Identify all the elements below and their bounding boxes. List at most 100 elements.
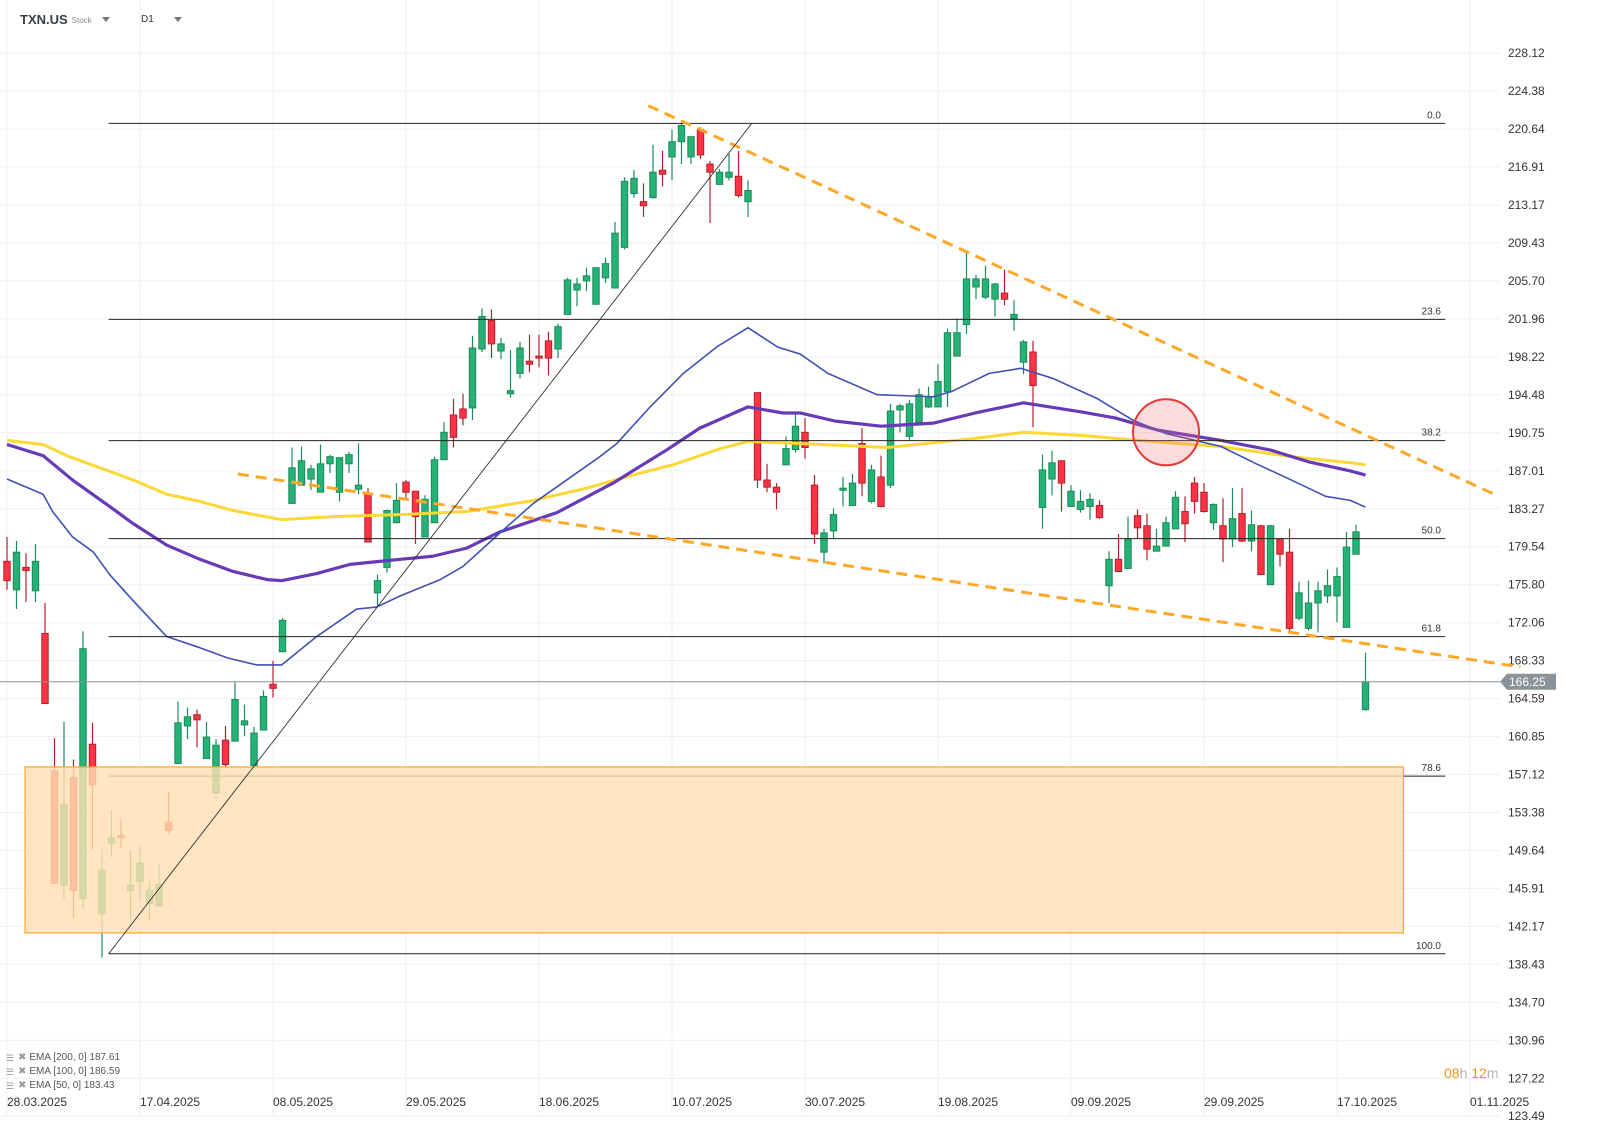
y-tick-label: 142.17 — [1508, 919, 1545, 933]
candle-body — [269, 683, 277, 689]
candle-body — [1285, 551, 1294, 629]
candle-body — [1314, 590, 1322, 604]
dashed-trendline[interactable] — [647, 104, 1498, 497]
candle-body — [639, 201, 648, 207]
candle — [288, 447, 296, 504]
candle — [335, 457, 344, 502]
candle-body — [449, 414, 458, 438]
candle — [1219, 498, 1227, 563]
candle — [867, 464, 876, 504]
y-tick-label: 145.91 — [1508, 881, 1545, 895]
x-tick-label: 08.05.2025 — [273, 1095, 333, 1109]
candle-body — [582, 275, 591, 282]
settings-lines-icon[interactable]: ☰ — [6, 1067, 15, 1077]
legend-label: EMA [200, 0] 187.61 — [29, 1052, 121, 1063]
y-tick-label: 198.22 — [1508, 350, 1545, 364]
candle — [1038, 454, 1047, 529]
symbol-selector[interactable]: TXN.US Stock — [20, 10, 110, 28]
settings-lines-icon[interactable]: ☰ — [6, 1081, 15, 1091]
candle-body — [972, 278, 980, 288]
y-tick-label: 149.64 — [1508, 843, 1545, 857]
candle — [1304, 580, 1313, 631]
candle-body — [354, 484, 363, 490]
countdown-minutes: 12 — [1471, 1065, 1487, 1081]
candle — [1295, 581, 1303, 621]
x-tick-label: 17.10.2025 — [1337, 1095, 1397, 1109]
candle-body — [677, 124, 686, 143]
candle — [1314, 581, 1322, 633]
candle-body — [421, 498, 429, 538]
candle — [1276, 538, 1284, 567]
candle — [943, 328, 952, 407]
candle-body — [1257, 525, 1265, 576]
candle — [392, 483, 401, 524]
remove-icon[interactable]: ✖ — [18, 1080, 27, 1091]
candle-body — [1124, 538, 1132, 569]
candle-body — [231, 699, 239, 742]
candle-body — [1143, 525, 1151, 550]
candle — [687, 136, 695, 165]
candle — [953, 318, 961, 357]
x-axis: 28.03.2025 17.04.2025 08.05.2025 29.05.2025… — [7, 1095, 1529, 1109]
candle-body — [905, 403, 914, 437]
candle — [411, 490, 420, 545]
candle-body — [1361, 681, 1370, 711]
candle — [839, 477, 847, 507]
candle — [791, 412, 800, 453]
candle — [516, 341, 524, 379]
candle-body — [867, 469, 876, 502]
candle-body — [373, 580, 382, 594]
y-tick-label: 123.49 — [1508, 1109, 1545, 1123]
candle-body — [1323, 585, 1332, 597]
candle — [677, 123, 686, 165]
candle — [326, 454, 334, 473]
candle — [810, 474, 819, 545]
y-tick-label: 168.33 — [1508, 654, 1545, 668]
candle — [487, 309, 496, 359]
candle-body — [41, 632, 49, 705]
candle — [981, 265, 990, 300]
candle — [1010, 300, 1018, 331]
remove-icon[interactable]: ✖ — [18, 1052, 27, 1063]
x-tick-label: 10.07.2025 — [672, 1095, 732, 1109]
candle-body — [858, 442, 866, 484]
candle-body — [630, 177, 638, 195]
candle-body — [364, 493, 372, 543]
candle — [183, 707, 192, 740]
candle — [1333, 567, 1341, 623]
candle-body — [1238, 513, 1246, 542]
remove-icon[interactable]: ✖ — [18, 1066, 27, 1077]
candle-body — [820, 532, 828, 553]
candle — [668, 129, 676, 181]
candle-body — [658, 169, 667, 175]
dashed-trendline[interactable] — [237, 472, 1521, 669]
candle — [620, 177, 629, 250]
candle — [1247, 510, 1256, 552]
fibonacci-retracement: 0.0 23.6 38.2 50.0 61.8 78.6 100.0 — [108, 110, 1446, 955]
candle — [459, 393, 467, 426]
candle-body — [563, 279, 572, 315]
timeframe-selector[interactable]: D1 — [141, 10, 182, 28]
candle — [1285, 528, 1294, 634]
y-tick-label: 216.91 — [1508, 160, 1545, 174]
candle-body — [649, 171, 657, 199]
candle-body — [440, 431, 448, 461]
y-tick-label: 160.85 — [1508, 730, 1545, 744]
candle — [1143, 513, 1151, 561]
candle — [1342, 531, 1351, 628]
support-zone[interactable] — [24, 766, 1405, 934]
symbol-dropdown-chevron-icon[interactable] — [101, 16, 110, 22]
settings-lines-icon[interactable]: ☰ — [6, 1053, 15, 1063]
diagonal-trendline[interactable] — [108, 123, 753, 955]
candle-body — [1019, 341, 1028, 363]
candle — [1181, 496, 1189, 543]
candle-body — [848, 482, 857, 506]
candle-body — [12, 551, 21, 591]
candle-body — [487, 320, 496, 345]
timeframe-dropdown-chevron-icon[interactable] — [173, 16, 182, 22]
x-tick-label: 29.09.2025 — [1204, 1095, 1264, 1109]
fib-level-label: 61.8 — [1422, 624, 1442, 635]
candle-body — [535, 355, 543, 359]
x-tick-label: 19.08.2025 — [938, 1095, 998, 1109]
